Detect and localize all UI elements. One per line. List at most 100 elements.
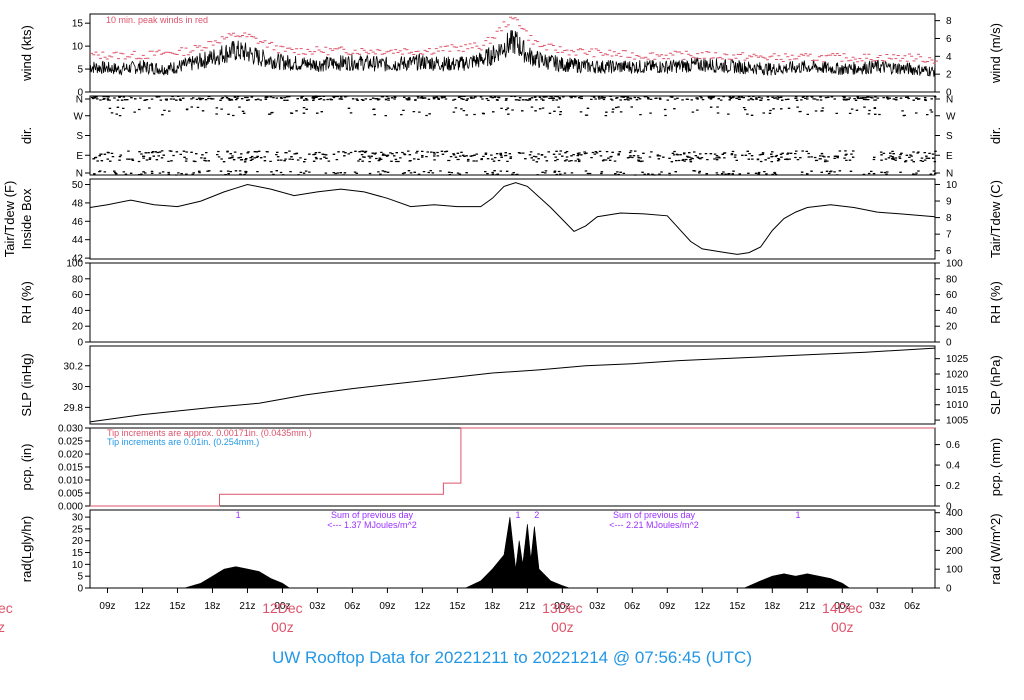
rad-left-tick-label: 10 bbox=[72, 560, 84, 571]
temp-left-tick-label: 44 bbox=[72, 235, 84, 246]
rh-left-tick-label: 60 bbox=[72, 290, 84, 301]
temp-right-tick-label: 10 bbox=[946, 180, 958, 191]
x-tick-label: 18z bbox=[764, 601, 780, 612]
rad-left-tick-label: 15 bbox=[72, 548, 84, 559]
x-tick-label: 03z bbox=[869, 601, 885, 612]
temp-panel-frame bbox=[89, 178, 936, 260]
slp-right-tick-label: 1015 bbox=[946, 385, 969, 396]
date-label-day: 14Dec bbox=[822, 600, 862, 616]
temp-left-tick-label: 50 bbox=[72, 180, 84, 191]
pcp-annotation-tip: Tip increments are 0.01in. (0.254mm.) bbox=[107, 437, 259, 447]
rh-left-tick-label: 100 bbox=[66, 259, 83, 270]
pcp-ylabel-right: pcp. (mm) bbox=[988, 438, 1003, 497]
slp-right-tick-label: 1010 bbox=[946, 400, 969, 411]
x-tick-label: 18z bbox=[204, 601, 220, 612]
wind-left-tick-label: 15 bbox=[72, 19, 84, 30]
rh-ylabel-left: RH (%) bbox=[19, 281, 34, 324]
pcp-series-pcp bbox=[90, 427, 935, 507]
temp-left-tick-label: 46 bbox=[72, 217, 84, 228]
x-tick-label: 21z bbox=[799, 601, 815, 612]
dir-left-tick-label: W bbox=[74, 111, 84, 122]
rad-marker: 1 bbox=[236, 510, 241, 520]
rh-right-tick-label: 40 bbox=[946, 306, 958, 317]
wind-right-tick-label: 2 bbox=[946, 70, 952, 81]
rh-left-tick-label: 20 bbox=[72, 322, 84, 333]
x-tick-label: 12z bbox=[134, 601, 150, 612]
rad-sum-label-1: Sum of previous day bbox=[331, 510, 414, 520]
temp-ylabel-left-2: Inside Box bbox=[19, 188, 34, 249]
x-tick-label: 06z bbox=[904, 601, 920, 612]
wind-annotation: 10 min. peak winds in red bbox=[106, 15, 208, 25]
temp-left-tick-label: 42 bbox=[72, 254, 84, 265]
edge-date-label-hour: z bbox=[0, 619, 5, 635]
rad-left-tick-label: 30 bbox=[72, 513, 84, 524]
pcp-right-tick-label: 0.4 bbox=[946, 461, 960, 472]
dir-right-tick-label: S bbox=[946, 131, 953, 142]
slp-ylabel-left: SLP (inHg) bbox=[19, 353, 34, 416]
temp-ylabel-left: Tair/Tdew (F) bbox=[2, 181, 17, 258]
x-tick-label: 15z bbox=[729, 601, 745, 612]
wind-series-peak bbox=[90, 16, 938, 64]
wind-right-tick-label: 8 bbox=[946, 16, 952, 27]
x-tick-label: 06z bbox=[344, 601, 360, 612]
pcp-right-tick-label: 0 bbox=[946, 502, 952, 513]
x-tick-label: 03z bbox=[309, 601, 325, 612]
rh-left-tick-label: 40 bbox=[72, 306, 84, 317]
pcp-right-tick-label: 0.6 bbox=[946, 440, 960, 451]
temp-left-tick-label: 48 bbox=[72, 198, 84, 209]
rad-sum-label-2: Sum of previous day bbox=[613, 510, 696, 520]
temp-right-tick-label: 9 bbox=[946, 197, 952, 208]
dir-left-tick-label: S bbox=[76, 131, 83, 142]
pcp-left-tick-label: 0.030 bbox=[58, 424, 83, 435]
temp-right-tick-label: 8 bbox=[946, 213, 952, 224]
wind-right-tick-label: 4 bbox=[946, 52, 952, 63]
rad-left-tick-label: 5 bbox=[77, 572, 83, 583]
slp-left-tick-label: 30.2 bbox=[64, 361, 84, 372]
wind-series-wind bbox=[89, 29, 936, 77]
slp-left-tick-label: 30 bbox=[72, 382, 84, 393]
wind-right-tick-label: 6 bbox=[946, 34, 952, 45]
date-label-hour: 00z bbox=[831, 619, 854, 635]
x-tick-label: 06z bbox=[624, 601, 640, 612]
wind-left-tick-label: 5 bbox=[77, 65, 83, 76]
x-tick-label: 12z bbox=[414, 601, 430, 612]
x-tick-label: 09z bbox=[659, 601, 675, 612]
rh-right-tick-label: 80 bbox=[946, 274, 958, 285]
rad-marker: 1 bbox=[516, 510, 521, 520]
slp-left-tick-label: 29.8 bbox=[64, 403, 84, 414]
x-tick-label: 21z bbox=[519, 601, 535, 612]
dir-left-tick-label: N bbox=[76, 95, 83, 106]
x-tick-label: 15z bbox=[169, 601, 185, 612]
rad-series-rad bbox=[184, 517, 851, 589]
rh-panel-frame bbox=[89, 262, 936, 343]
x-tick-label: 09z bbox=[99, 601, 115, 612]
dir-ylabel-left: dir. bbox=[19, 127, 34, 144]
x-tick-label: 18z bbox=[484, 601, 500, 612]
rad-marker: 2 bbox=[534, 510, 539, 520]
slp-right-tick-label: 1025 bbox=[946, 354, 969, 365]
rad-ylabel-left: rad(Lgly/hr) bbox=[19, 516, 34, 582]
pcp-left-tick-label: 0.010 bbox=[58, 476, 83, 487]
slp-ylabel-right: SLP (hPa) bbox=[988, 355, 1003, 415]
dir-ylabel-right: dir. bbox=[988, 127, 1003, 144]
rad-right-tick-label: 400 bbox=[946, 508, 963, 519]
wind-ylabel-left: wind (kts) bbox=[19, 25, 34, 82]
dir-marks bbox=[90, 95, 937, 176]
rh-right-tick-label: 0 bbox=[946, 338, 952, 349]
temp-right-tick-label: 7 bbox=[946, 230, 952, 241]
x-tick-label: 21z bbox=[239, 601, 255, 612]
slp-panel-frame bbox=[89, 345, 936, 425]
temp-right-tick-label: 6 bbox=[946, 246, 952, 257]
rad-right-tick-label: 300 bbox=[946, 527, 963, 538]
pcp-left-tick-label: 0.025 bbox=[58, 437, 83, 448]
x-tick-label: 00z bbox=[274, 601, 290, 612]
pcp-annotation-approx: Tip increments are approx. 0.00171in. (0… bbox=[107, 428, 312, 438]
date-label-hour: 00z bbox=[551, 619, 574, 635]
rad-left-tick-label: 20 bbox=[72, 536, 84, 547]
x-tick-label: 03z bbox=[589, 601, 605, 612]
dir-right-tick-label: W bbox=[946, 111, 956, 122]
dir-right-tick-label: E bbox=[946, 151, 953, 162]
date-label-day: 12Dec bbox=[262, 600, 302, 616]
x-tick-label: 09z bbox=[379, 601, 395, 612]
